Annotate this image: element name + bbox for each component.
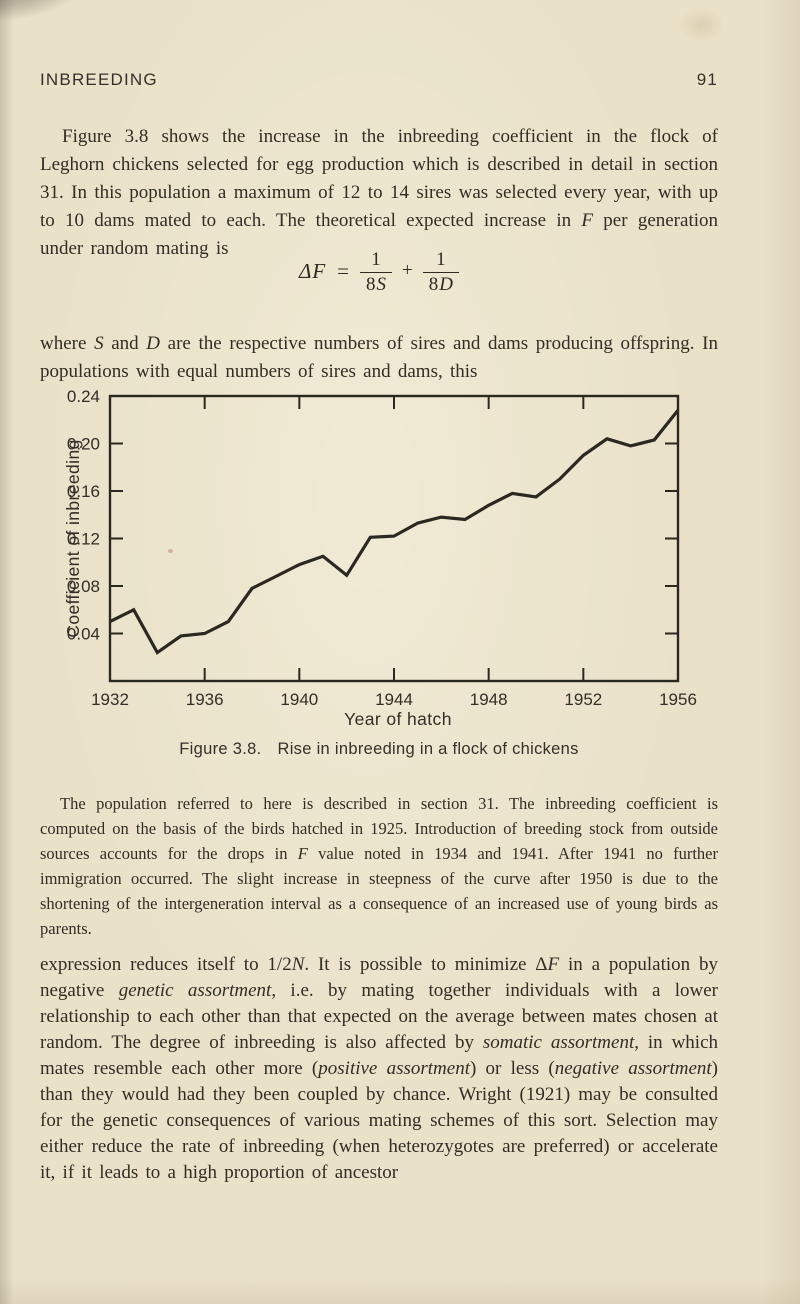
denominator-coefficient: 8 — [366, 273, 376, 295]
y-tick-label: 0.16 — [67, 482, 100, 501]
plot-frame — [108, 394, 680, 683]
x-tick-label: 1952 — [564, 690, 602, 709]
denominator-variable: D — [439, 273, 453, 295]
delta-f-formula: ΔF = 1 8S + 1 8D — [40, 243, 718, 299]
running-header: INBREEDING 91 — [40, 70, 718, 90]
fraction-denominator: 8S — [360, 271, 393, 295]
x-tick-label: 1956 — [659, 690, 697, 709]
x-tick-label: 1944 — [375, 690, 413, 709]
denominator-coefficient: 8 — [428, 273, 439, 295]
fraction-numerator: 1 — [371, 249, 381, 271]
y-tick-label: 0.24 — [67, 387, 100, 406]
scan-speck — [168, 549, 173, 553]
inbreeding-curve — [109, 409, 680, 655]
chapter-title: INBREEDING — [40, 70, 158, 89]
x-tick-label: 1936 — [186, 690, 224, 709]
y-tick-label: 0.04 — [67, 625, 100, 644]
formula-lhs: ΔF — [299, 258, 327, 283]
formula-fraction-dams: 1 8D — [422, 249, 459, 295]
y-tick-label: 0.08 — [67, 577, 100, 596]
figure-caption-text: Rise in inbreeding in a flock of chicken… — [277, 740, 579, 758]
x-tick-label: 1948 — [470, 690, 508, 709]
x-tick-label: 1940 — [280, 690, 318, 709]
figure-3-8-chart: 0.04 0.08 0.12 0.16 0.20 0.24 1932 1936 1940 1944… — [0, 380, 800, 730]
figure-caption: Figure 3.8. Rise in inbreeding in a flock… — [40, 740, 718, 759]
paragraph-intro: Figure 3.8 shows the increase in the inb… — [40, 126, 718, 259]
fraction-numerator: 1 — [436, 249, 446, 271]
inbreeding-chart-svg: 0.04 0.08 0.12 0.16 0.20 0.24 1932 1936 1940 1944… — [63, 387, 697, 729]
fraction-denominator: 8D — [422, 271, 459, 295]
paragraph-where-clause: where S and D are the respective numbers… — [40, 333, 718, 382]
y-axis-title: Coefficient of inbreeding — [63, 439, 83, 637]
figure-note: The population referred to here is descr… — [40, 793, 718, 938]
page-number: 91 — [696, 70, 718, 89]
page-corner-shadow — [0, 0, 120, 60]
scan-stain — [678, 8, 724, 42]
formula-plus-sign: + — [402, 260, 413, 281]
y-tick-label: 0.12 — [67, 530, 100, 549]
x-tick-label: 1932 — [91, 690, 129, 709]
y-tick-label: 0.20 — [67, 435, 100, 454]
figure-caption-label: Figure 3.8. — [179, 740, 262, 758]
formula-fraction-sires: 1 8S — [360, 249, 393, 295]
x-axis-title: Year of hatch — [344, 709, 452, 729]
paragraph-assortment: expression reduces itself to 1/2N. It is… — [40, 954, 719, 1183]
denominator-variable: S — [376, 273, 387, 295]
formula-equals-sign: = — [337, 258, 350, 283]
